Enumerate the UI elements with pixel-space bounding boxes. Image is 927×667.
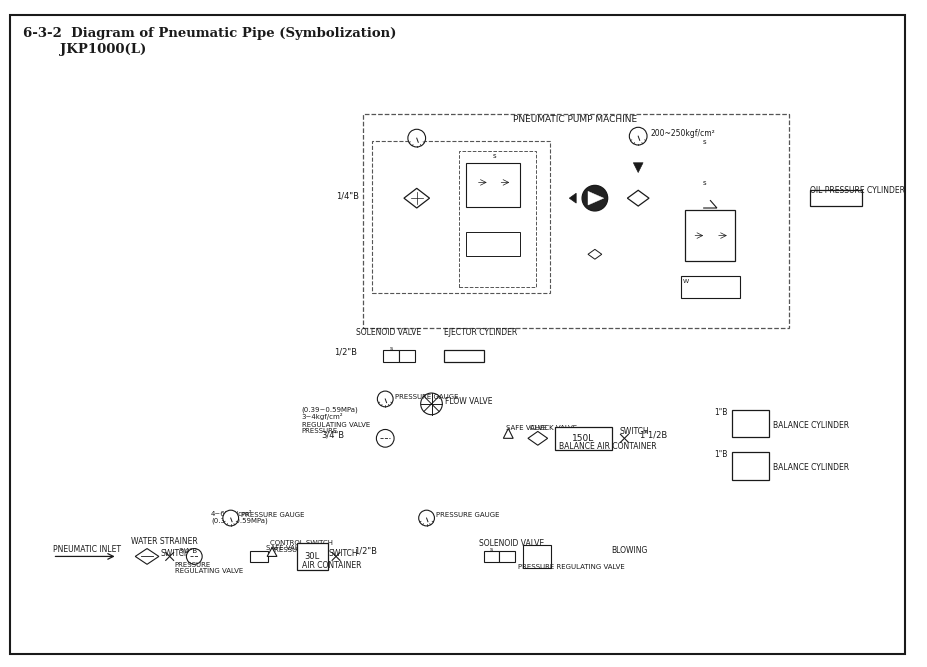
Text: BLOWING: BLOWING [612,546,648,556]
Polygon shape [404,188,429,208]
Text: REGULATING VALVE: REGULATING VALVE [174,568,243,574]
Text: SOLENOID VALVE: SOLENOID VALVE [356,328,421,337]
Bar [466,163,520,207]
Text: SWITCH: SWITCH [161,548,190,558]
Bar [685,210,734,261]
Circle shape [629,127,647,145]
Text: PRESSURE REGULATING VALVE: PRESSURE REGULATING VALVE [518,564,625,570]
Circle shape [377,391,393,407]
Circle shape [222,510,238,526]
Text: s: s [703,181,706,187]
Text: s: s [492,153,496,159]
Bar [444,350,484,362]
Text: 1/2"B: 1/2"B [334,348,357,357]
Bar [362,113,789,328]
Text: s: s [489,546,493,552]
Text: EJECTOR CYLINDER: EJECTOR CYLINDER [444,328,517,337]
Text: 1"B: 1"B [714,408,728,417]
Text: 3~4kgf/cm²: 3~4kgf/cm² [301,413,343,420]
Polygon shape [135,548,159,564]
Text: s: s [703,139,706,145]
Bar [523,545,551,568]
Bar [731,410,769,438]
Text: WATER STRAINER: WATER STRAINER [132,537,198,546]
Text: (0.39~0.59MPa): (0.39~0.59MPa) [301,407,359,414]
Text: BALANCE CYLINDER: BALANCE CYLINDER [773,464,849,472]
Text: CONTROL SWITCH: CONTROL SWITCH [270,540,333,546]
Bar [500,550,515,562]
Bar [554,426,612,450]
Text: W: W [682,279,689,284]
Circle shape [419,510,435,526]
Polygon shape [588,249,602,259]
Text: 30L: 30L [305,552,320,561]
Bar [466,231,520,256]
Text: SWITCH: SWITCH [328,548,358,558]
Circle shape [421,393,442,415]
Text: FLOW VALVE: FLOW VALVE [445,397,493,406]
Text: PRESSURE: PRESSURE [301,428,337,434]
Polygon shape [633,163,643,173]
Text: s: s [389,346,393,351]
Text: PRESSURE GAUGE: PRESSURE GAUGE [395,394,459,400]
Circle shape [408,129,425,147]
Text: BALANCE CYLINDER: BALANCE CYLINDER [773,421,849,430]
Bar [383,350,399,362]
Text: 150L: 150L [572,434,594,443]
Text: 3/4"B: 3/4"B [322,430,345,440]
Text: PRESSURE GAUGE: PRESSURE GAUGE [437,512,500,518]
Text: PRESSURE: PRESSURE [174,562,210,568]
Text: JKP1000(L): JKP1000(L) [23,43,146,55]
Text: 1"1/2B: 1"1/2B [640,430,667,440]
Circle shape [186,548,202,564]
Bar [459,151,536,287]
Text: 6-3-2  Diagram of Pneumatic Pipe (Symbolization): 6-3-2 Diagram of Pneumatic Pipe (Symboli… [23,27,397,40]
Text: (0.39~0.59MPa): (0.39~0.59MPa) [211,517,268,524]
Bar [250,550,268,562]
Bar [731,452,769,480]
Polygon shape [628,190,649,206]
Text: 1/4"B: 1/4"B [336,191,359,200]
Circle shape [582,185,608,211]
Bar [680,276,740,297]
Polygon shape [267,548,277,556]
Text: PNEUMATIC PUMP MACHINE: PNEUMATIC PUMP MACHINE [514,115,637,125]
Bar [484,550,500,562]
Text: SAFE VALVE: SAFE VALVE [506,424,548,430]
Bar [810,190,861,206]
Text: PRESSURE: PRESSURE [270,546,306,552]
Text: 3/4"B: 3/4"B [179,548,197,554]
Text: 1/2"B: 1/2"B [354,546,376,556]
Text: SOLENOID VALVE: SOLENOID VALVE [478,539,544,548]
Polygon shape [569,193,577,203]
Polygon shape [588,191,603,205]
Bar [399,350,414,362]
Text: BALANCE AIR CONTAINER: BALANCE AIR CONTAINER [560,442,657,451]
Polygon shape [503,428,514,438]
Text: PNEUMATIC INLET: PNEUMATIC INLET [53,546,121,554]
Text: PRESSURE GAUGE: PRESSURE GAUGE [241,512,304,518]
Text: 1"B: 1"B [714,450,728,459]
Text: SAFE VALVE: SAFE VALVE [266,545,307,551]
Text: REGULATING VALVE: REGULATING VALVE [301,422,370,428]
Text: 4~6kgf/cm²: 4~6kgf/cm² [211,510,253,517]
Text: CHECK VALVE: CHECK VALVE [530,424,577,430]
Circle shape [376,430,394,447]
Text: 200~250kgf/cm²: 200~250kgf/cm² [650,129,715,138]
Text: AIR CONTAINER: AIR CONTAINER [301,561,362,570]
Text: SWITCH: SWITCH [619,426,649,436]
Bar [373,141,550,293]
Polygon shape [528,432,548,445]
Text: OIL PRESSURE CYLINDER: OIL PRESSURE CYLINDER [810,186,906,195]
Bar [297,543,328,570]
